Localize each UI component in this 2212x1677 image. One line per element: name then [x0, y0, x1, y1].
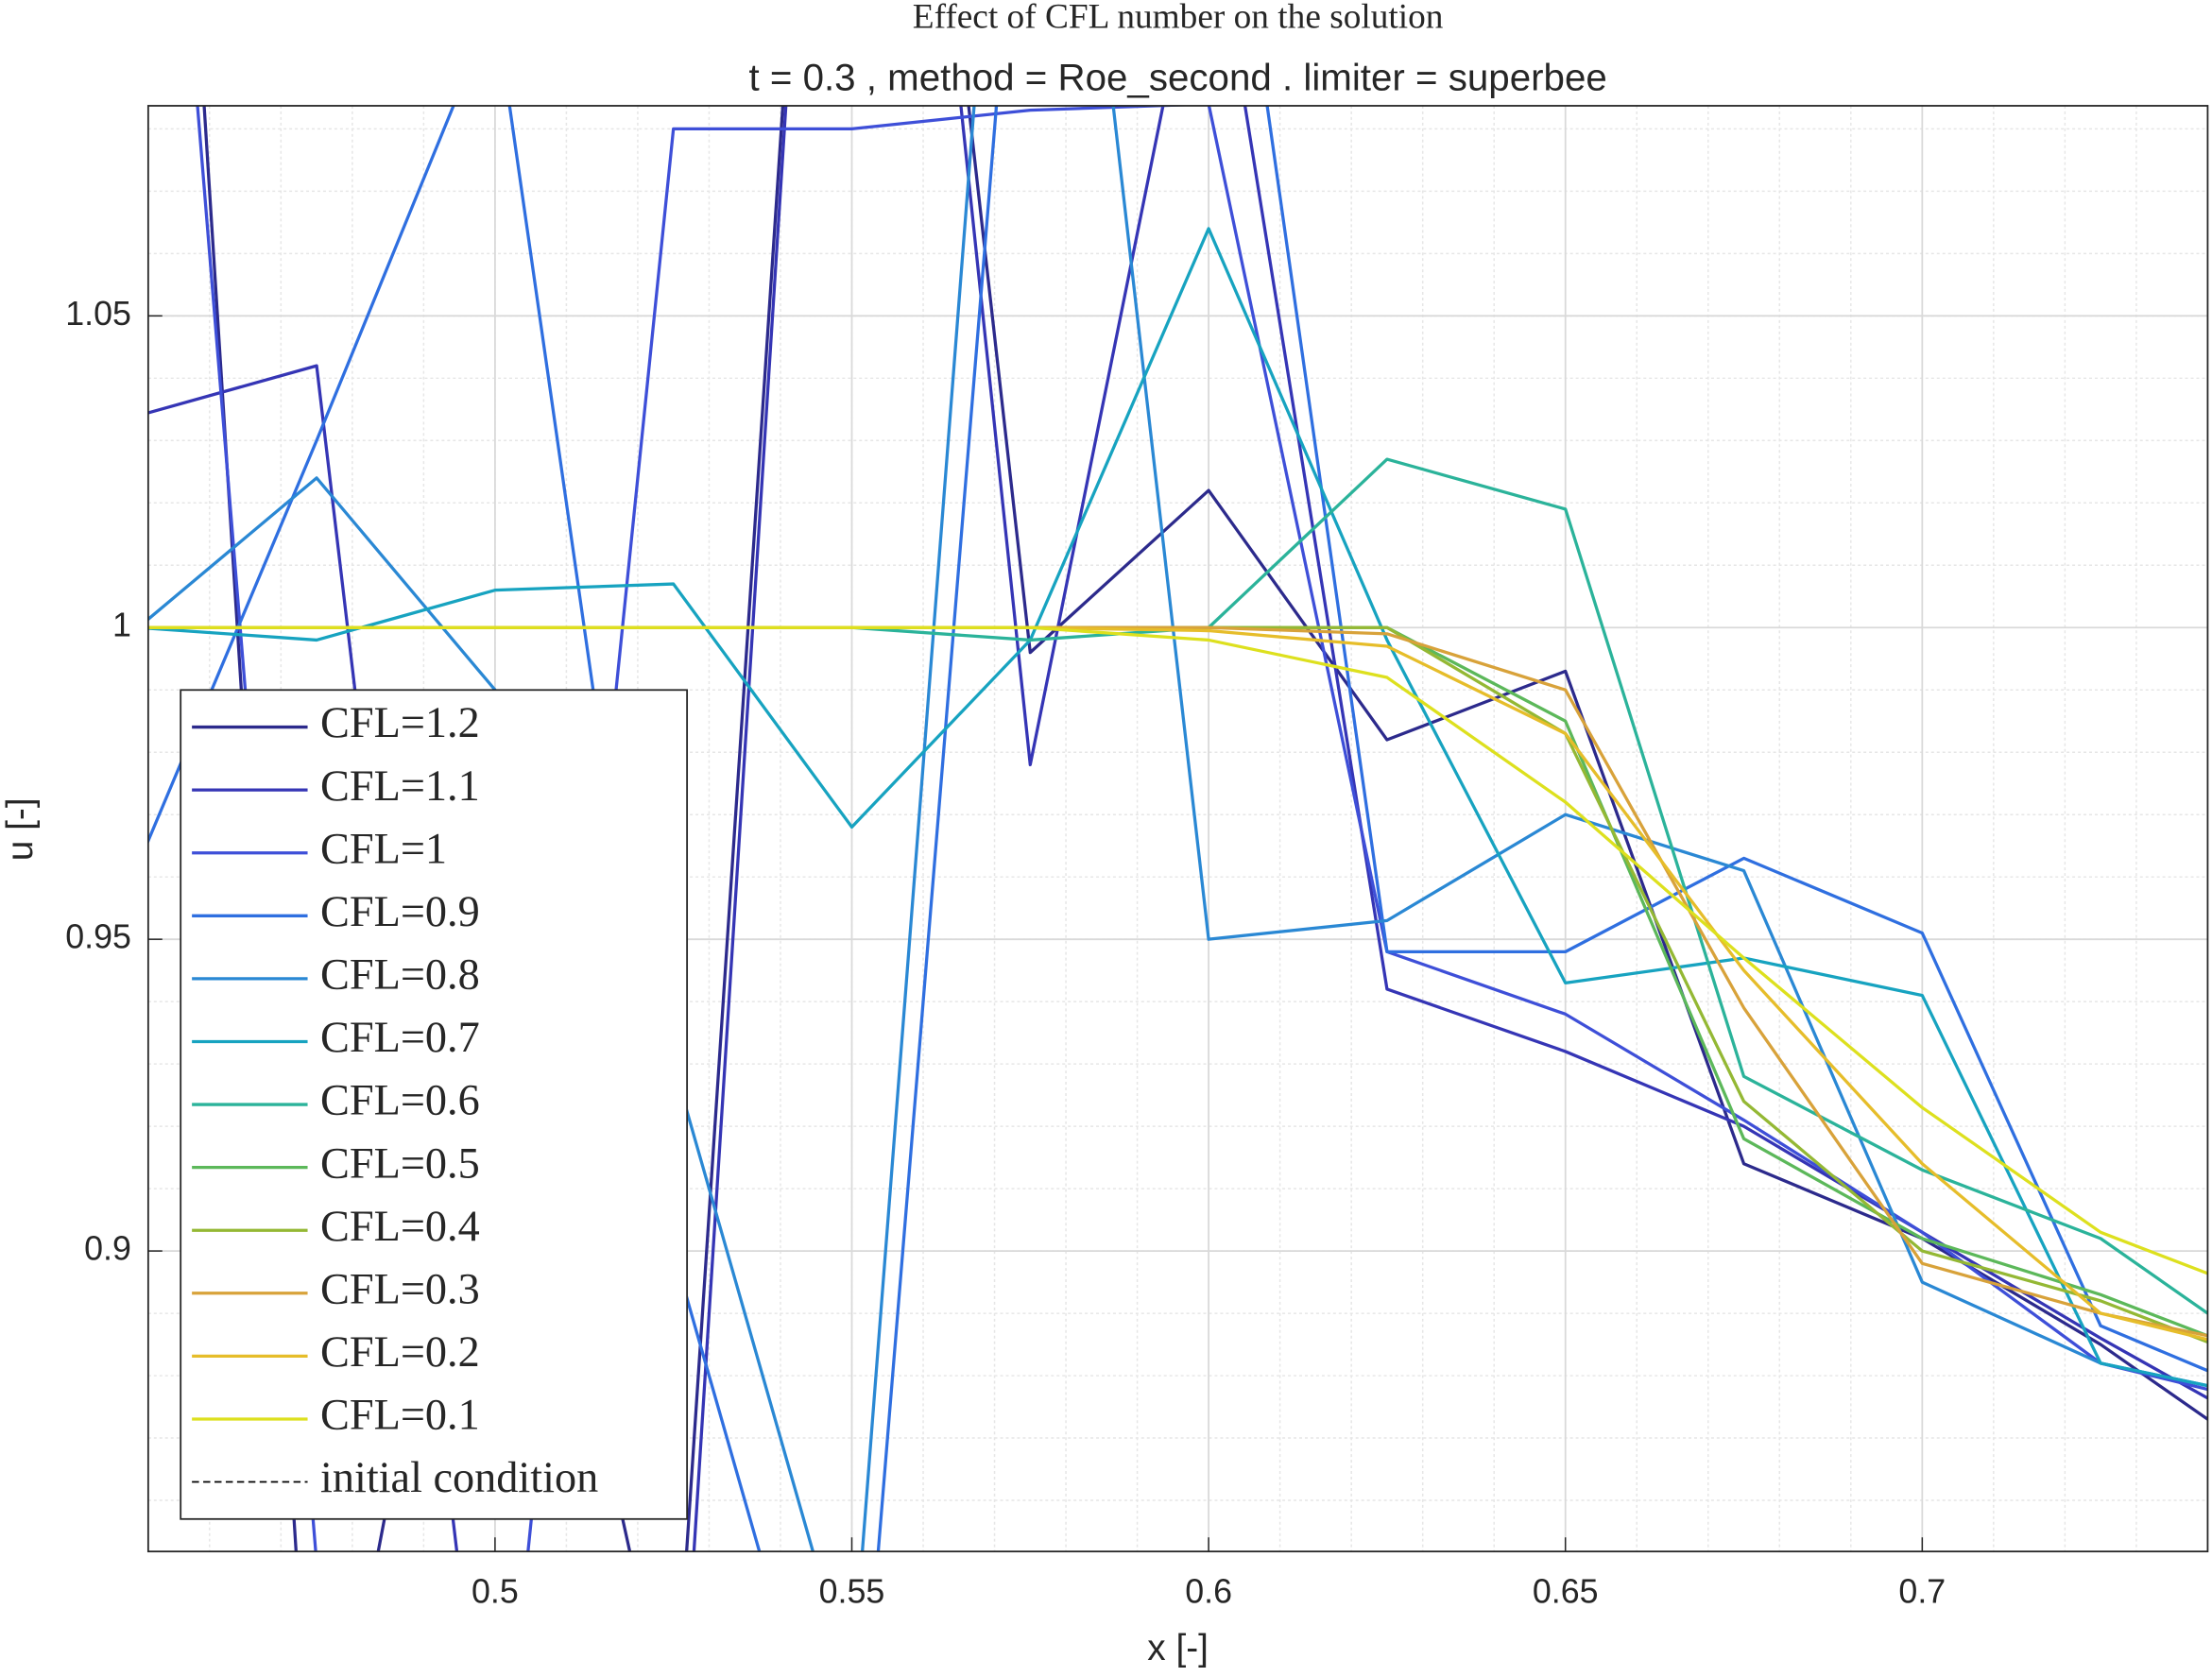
chart-title: Effect of CFL number on the solution: [913, 0, 1444, 36]
x-tick-label: 0.55: [819, 1572, 885, 1610]
legend-label: initial condition: [320, 1454, 598, 1502]
y-tick-label: 0.9: [84, 1230, 131, 1268]
legend-label: CFL=0.4: [320, 1203, 480, 1251]
axes-box: [146, 105, 2209, 1553]
y-axis-label: u [-]: [0, 797, 41, 861]
y-tick-label: 0.95: [65, 918, 131, 956]
x-axis-label: x [-]: [1147, 1628, 1209, 1668]
series-line: [147, 625, 2208, 1275]
legend-label: CFL=1: [320, 825, 447, 873]
legend-label: CFL=0.2: [320, 1328, 480, 1377]
legend-label: CFL=0.1: [320, 1392, 480, 1440]
x-tick-label: 0.5: [472, 1572, 519, 1610]
y-tick-label: 1: [112, 607, 131, 644]
series-line: [196, 105, 2208, 1552]
legend-label: CFL=0.3: [320, 1265, 480, 1313]
legend-label: CFL=1.1: [320, 762, 480, 811]
legend-label: CFL=0.6: [320, 1077, 480, 1125]
legend-label: CFL=0.7: [320, 1014, 480, 1062]
x-tick-label: 0.6: [1185, 1572, 1232, 1610]
x-tick-label: 0.7: [1898, 1572, 1946, 1610]
x-tick-label: 0.65: [1533, 1572, 1599, 1610]
series-line: [147, 105, 2208, 1552]
legend-label: CFL=0.5: [320, 1139, 480, 1188]
legend-label: CFL=0.8: [320, 951, 480, 1000]
series-line: [147, 227, 2208, 1388]
legend-label: CFL=0.9: [320, 888, 480, 936]
chart-subtitle: t = 0.3 , method = Roe_second . limiter …: [748, 57, 1606, 99]
y-tick-label: 1.05: [65, 295, 131, 333]
legend-label: CFL=1.2: [320, 699, 480, 747]
